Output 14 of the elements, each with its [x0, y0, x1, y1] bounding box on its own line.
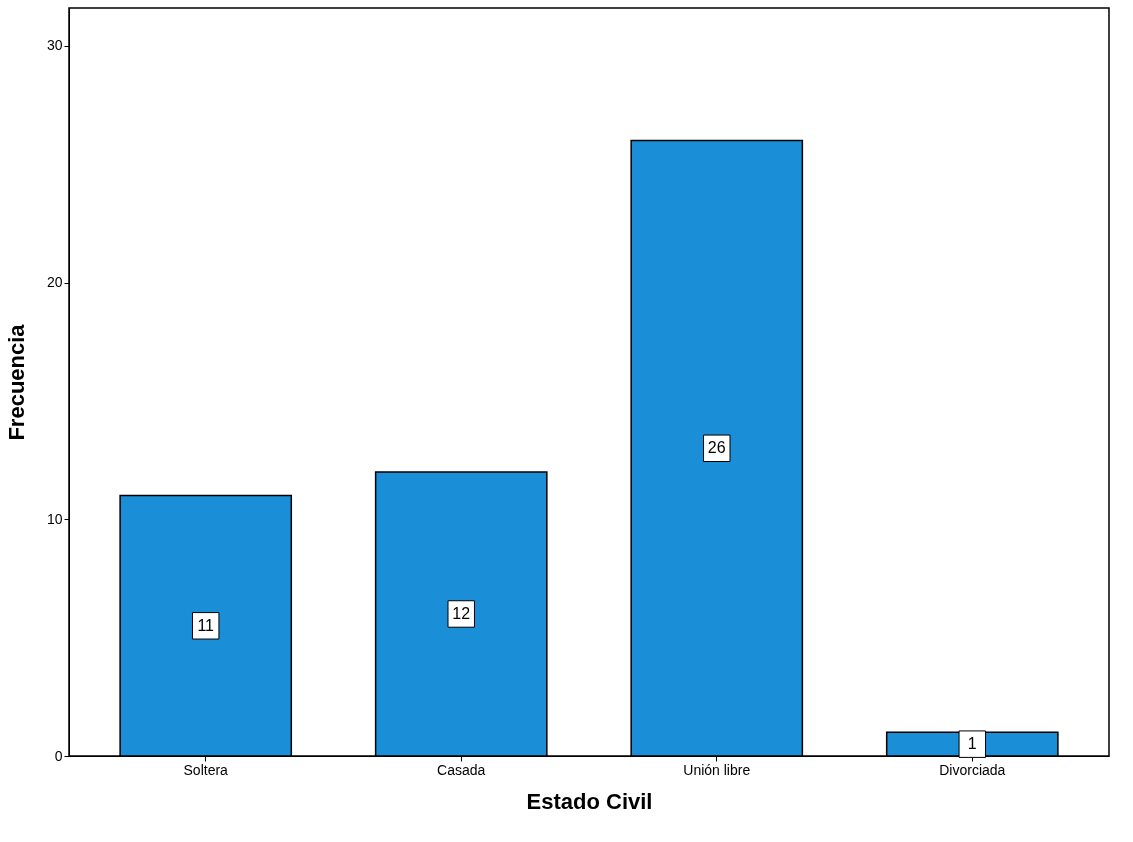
y-tick-label: 20 — [46, 274, 63, 291]
x-tick-label: Soltera — [183, 761, 229, 778]
x-axis-title: Estado Civil — [526, 788, 653, 814]
data-label: 26 — [707, 439, 726, 457]
y-tick-label: 0 — [54, 747, 63, 764]
data-label: 12 — [452, 604, 471, 622]
data-label: 1 — [967, 735, 977, 753]
x-tick-label: Divorciada — [939, 761, 1006, 778]
data-label: 11 — [197, 616, 215, 634]
y-axis-title: Frecuencia — [3, 323, 29, 441]
y-tick-label: 30 — [46, 37, 63, 54]
x-tick-label: Unión libre — [683, 761, 751, 778]
y-tick-label: 10 — [46, 510, 63, 527]
x-tick-label: Casada — [437, 761, 486, 778]
